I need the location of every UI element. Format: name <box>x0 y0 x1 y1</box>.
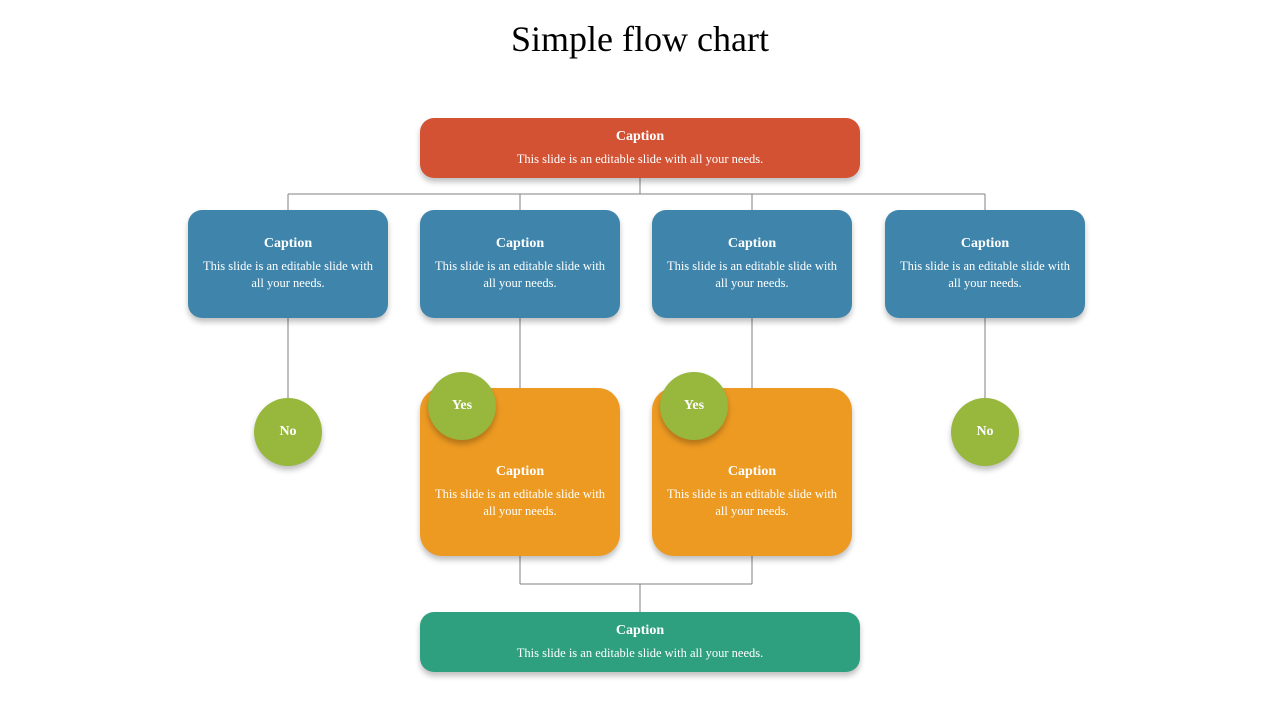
circle-label: Yes <box>452 398 472 414</box>
decision-no-2: No <box>951 398 1019 466</box>
circle-label: Yes <box>684 398 704 414</box>
node-desc: This slide is an editable slide with all… <box>899 258 1071 292</box>
node-desc: This slide is an editable slide with all… <box>202 258 374 292</box>
flowchart-stage: Simple flow chart Caption This slide is … <box>0 0 1280 720</box>
node-branch-2: Caption This slide is an editable slide … <box>420 210 620 318</box>
decision-no-1: No <box>254 398 322 466</box>
node-branch-4: Caption This slide is an editable slide … <box>885 210 1085 318</box>
node-bottom: Caption This slide is an editable slide … <box>420 612 860 672</box>
decision-yes-1: Yes <box>428 372 496 440</box>
node-branch-3: Caption This slide is an editable slide … <box>652 210 852 318</box>
node-desc: This slide is an editable slide with all… <box>666 486 838 520</box>
node-caption: Caption <box>496 236 544 252</box>
node-branch-1: Caption This slide is an editable slide … <box>188 210 388 318</box>
node-caption: Caption <box>728 236 776 252</box>
node-caption: Caption <box>961 236 1009 252</box>
node-top: Caption This slide is an editable slide … <box>420 118 860 178</box>
node-caption: Caption <box>616 129 664 145</box>
circle-label: No <box>279 424 296 440</box>
node-caption: Caption <box>264 236 312 252</box>
node-desc: This slide is an editable slide with all… <box>517 151 763 168</box>
node-desc: This slide is an editable slide with all… <box>434 258 606 292</box>
node-caption: Caption <box>728 464 776 480</box>
page-title: Simple flow chart <box>0 18 1280 60</box>
node-caption: Caption <box>616 623 664 639</box>
decision-yes-2: Yes <box>660 372 728 440</box>
node-caption: Caption <box>496 464 544 480</box>
circle-label: No <box>976 424 993 440</box>
node-desc: This slide is an editable slide with all… <box>434 486 606 520</box>
node-desc: This slide is an editable slide with all… <box>517 645 763 662</box>
node-desc: This slide is an editable slide with all… <box>666 258 838 292</box>
